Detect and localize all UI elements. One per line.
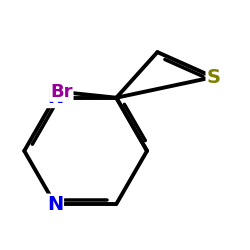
- Text: N: N: [47, 88, 63, 107]
- Text: N: N: [47, 194, 63, 214]
- Text: S: S: [206, 68, 220, 86]
- Text: Br: Br: [50, 83, 73, 101]
